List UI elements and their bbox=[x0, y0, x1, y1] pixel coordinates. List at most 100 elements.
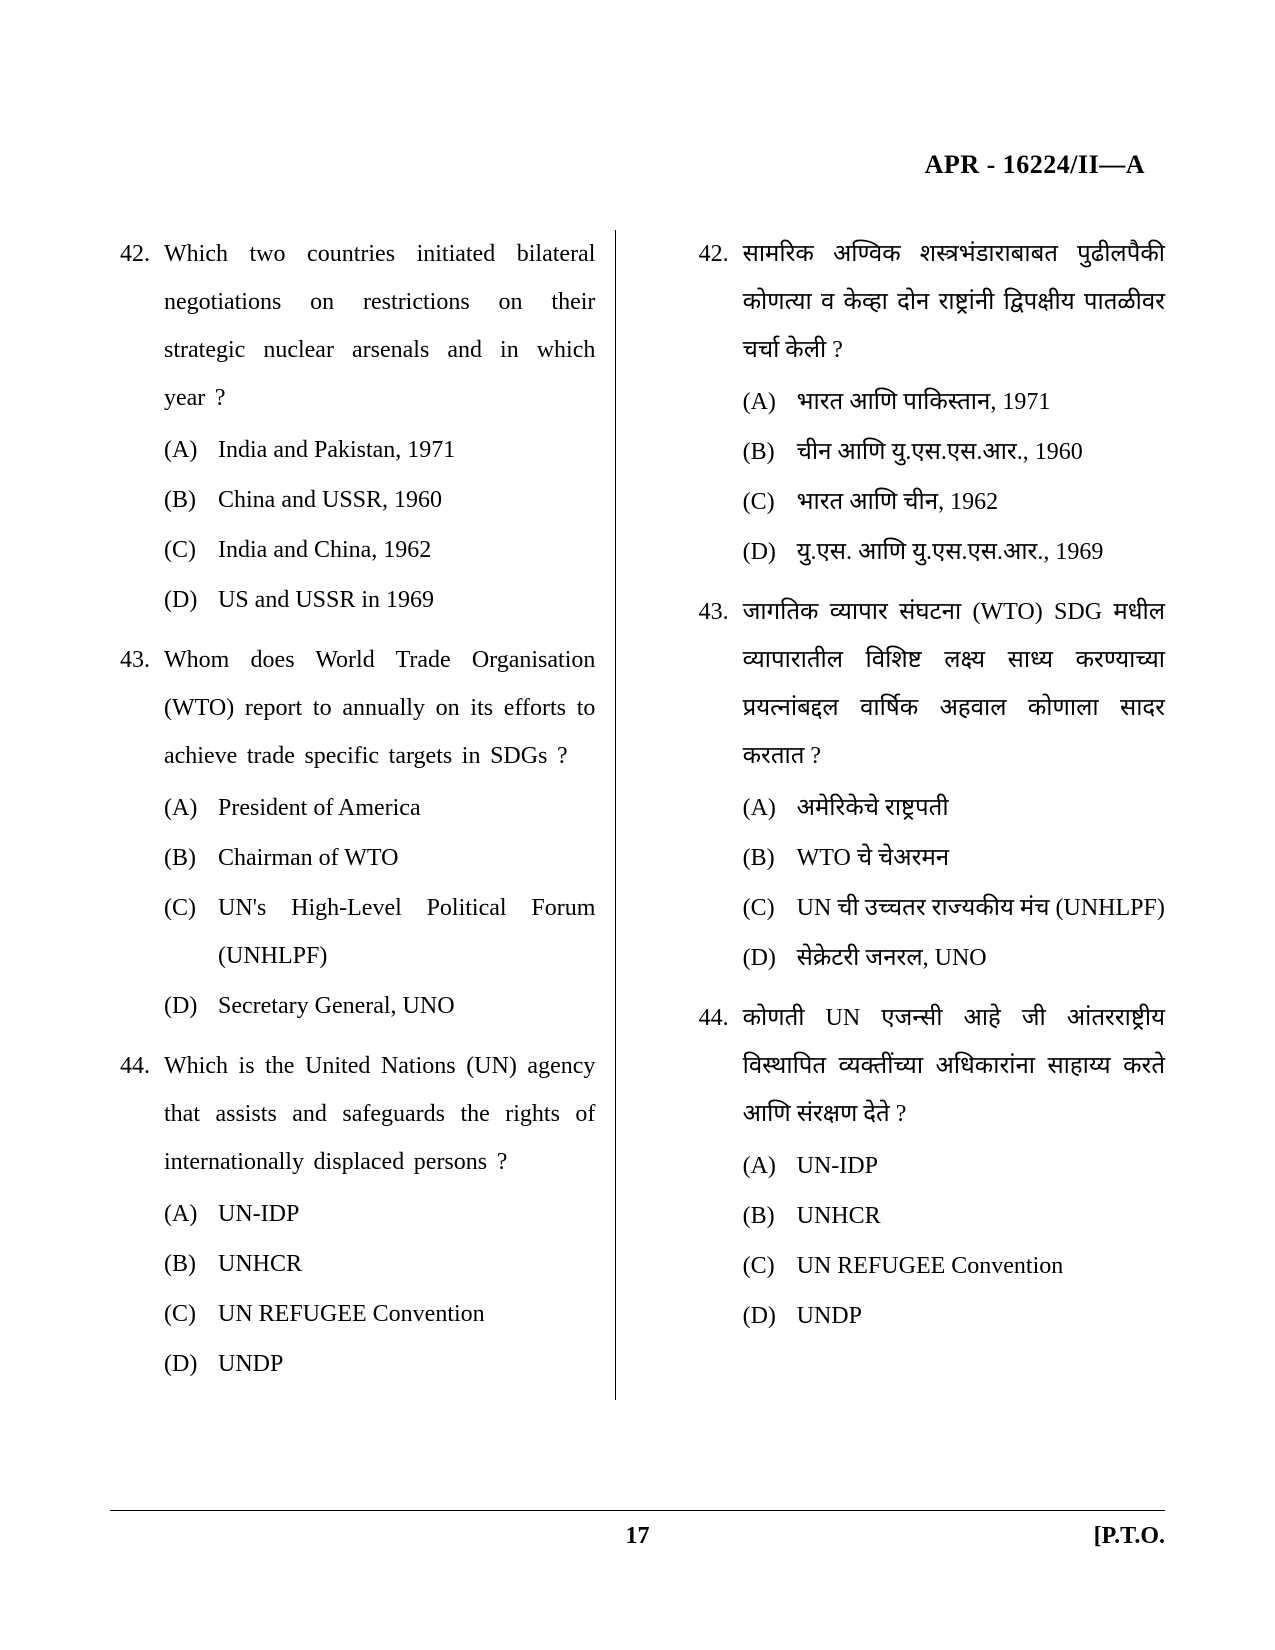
option-text: UN REFUGEE Convention bbox=[797, 1242, 1165, 1290]
option-label: (A) bbox=[164, 1190, 218, 1238]
option-text: UN REFUGEE Convention bbox=[218, 1290, 595, 1338]
options-list: (A)President of America(B)Chairman of WT… bbox=[164, 784, 595, 1030]
exam-page: APR - 16224/II—A 42.Which two countries … bbox=[0, 0, 1275, 1650]
option-label: (A) bbox=[164, 426, 218, 474]
option-3: (D)US and USSR in 1969 bbox=[164, 576, 595, 624]
option-3: (D)सेक्रेटरी जनरल, UNO bbox=[743, 934, 1165, 982]
option-text: यु.एस. आणि यु.एस.एस.आर., 1969 bbox=[797, 528, 1165, 576]
question-number: 42. bbox=[110, 230, 164, 626]
option-text: चीन आणि यु.एस.एस.आर., 1960 bbox=[797, 428, 1165, 476]
option-label: (C) bbox=[164, 884, 218, 980]
option-1: (B)चीन आणि यु.एस.एस.आर., 1960 bbox=[743, 428, 1165, 476]
option-text: UNDP bbox=[218, 1340, 595, 1388]
question-body: Which is the United Nations (UN) agency … bbox=[164, 1042, 595, 1390]
option-label: (D) bbox=[164, 1340, 218, 1388]
option-label: (C) bbox=[743, 884, 797, 932]
option-label: (A) bbox=[743, 784, 797, 832]
option-label: (D) bbox=[743, 934, 797, 982]
option-3: (D)Secretary General, UNO bbox=[164, 982, 595, 1030]
option-2: (C)India and China, 1962 bbox=[164, 526, 595, 574]
option-text: अमेरिकेचे राष्ट्रपती bbox=[797, 784, 1165, 832]
question-body: Whom does World Trade Organisation (WTO)… bbox=[164, 636, 595, 1032]
question-text: Whom does World Trade Organisation (WTO)… bbox=[164, 636, 595, 780]
options-list: (A)अमेरिकेचे राष्ट्रपती(B)WTO चे चेअरमन(… bbox=[743, 784, 1165, 982]
question-en-2: 44.Which is the United Nations (UN) agen… bbox=[110, 1042, 595, 1390]
option-label: (B) bbox=[164, 1240, 218, 1288]
page-number: 17 bbox=[626, 1523, 650, 1550]
option-label: (C) bbox=[164, 526, 218, 574]
option-label: (B) bbox=[743, 428, 797, 476]
option-label: (A) bbox=[164, 784, 218, 832]
option-1: (B)UNHCR bbox=[164, 1240, 595, 1288]
option-text: UN ची उच्चतर राज्यकीय मंच (UNHLPF) bbox=[797, 884, 1165, 932]
options-list: (A)India and Pakistan, 1971(B)China and … bbox=[164, 426, 595, 624]
option-label: (D) bbox=[743, 528, 797, 576]
option-text: UNHCR bbox=[218, 1240, 595, 1288]
option-0: (A)UN-IDP bbox=[743, 1142, 1165, 1190]
option-1: (B)Chairman of WTO bbox=[164, 834, 595, 882]
question-number: 44. bbox=[110, 1042, 164, 1390]
option-label: (D) bbox=[164, 576, 218, 624]
question-mr-0: 42.सामरिक अण्विक शस्त्रभंडाराबाबत पुढीलप… bbox=[689, 230, 1165, 578]
option-0: (A)India and Pakistan, 1971 bbox=[164, 426, 595, 474]
option-label: (A) bbox=[743, 1142, 797, 1190]
option-text: WTO चे चेअरमन bbox=[797, 834, 1165, 882]
paper-code: APR - 16224/II—A bbox=[925, 150, 1145, 180]
option-2: (C)भारत आणि चीन, 1962 bbox=[743, 478, 1165, 526]
question-text: जागतिक व्यापार संघटना (WTO) SDG मधील व्य… bbox=[743, 588, 1165, 780]
option-text: US and USSR in 1969 bbox=[218, 576, 595, 624]
question-text: Which is the United Nations (UN) agency … bbox=[164, 1042, 595, 1186]
option-3: (D)UNDP bbox=[164, 1340, 595, 1388]
question-body: जागतिक व्यापार संघटना (WTO) SDG मधील व्य… bbox=[743, 588, 1165, 984]
option-label: (B) bbox=[164, 834, 218, 882]
option-label: (C) bbox=[743, 478, 797, 526]
option-3: (D)UNDP bbox=[743, 1292, 1165, 1340]
option-label: (B) bbox=[743, 1192, 797, 1240]
question-number: 42. bbox=[689, 230, 743, 578]
option-label: (C) bbox=[743, 1242, 797, 1290]
question-text: Which two countries initiated bilateral … bbox=[164, 230, 595, 422]
content-columns: 42.Which two countries initiated bilater… bbox=[110, 230, 1165, 1400]
options-list: (A)UN-IDP(B)UNHCR(C)UN REFUGEE Conventio… bbox=[743, 1142, 1165, 1340]
option-text: UN-IDP bbox=[218, 1190, 595, 1238]
option-text: भारत आणि चीन, 1962 bbox=[797, 478, 1165, 526]
question-en-0: 42.Which two countries initiated bilater… bbox=[110, 230, 595, 626]
option-0: (A)अमेरिकेचे राष्ट्रपती bbox=[743, 784, 1165, 832]
option-text: China and USSR, 1960 bbox=[218, 476, 595, 524]
question-body: सामरिक अण्विक शस्त्रभंडाराबाबत पुढीलपैकी… bbox=[743, 230, 1165, 578]
option-label: (D) bbox=[743, 1292, 797, 1340]
option-label: (B) bbox=[164, 476, 218, 524]
question-text: कोणती UN एजन्सी आहे जी आंतरराष्ट्रीय विस… bbox=[743, 994, 1165, 1138]
option-2: (C)UN REFUGEE Convention bbox=[164, 1290, 595, 1338]
option-label: (A) bbox=[743, 378, 797, 426]
question-text: सामरिक अण्विक शस्त्रभंडाराबाबत पुढीलपैकी… bbox=[743, 230, 1165, 374]
option-0: (A)UN-IDP bbox=[164, 1190, 595, 1238]
option-text: President of America bbox=[218, 784, 595, 832]
option-2: (C)UN REFUGEE Convention bbox=[743, 1242, 1165, 1290]
option-3: (D)यु.एस. आणि यु.एस.एस.आर., 1969 bbox=[743, 528, 1165, 576]
option-text: UNDP bbox=[797, 1292, 1165, 1340]
option-0: (A)President of America bbox=[164, 784, 595, 832]
option-label: (C) bbox=[164, 1290, 218, 1338]
option-text: India and Pakistan, 1971 bbox=[218, 426, 595, 474]
option-2: (C)UN ची उच्चतर राज्यकीय मंच (UNHLPF) bbox=[743, 884, 1165, 932]
option-text: India and China, 1962 bbox=[218, 526, 595, 574]
question-body: Which two countries initiated bilateral … bbox=[164, 230, 595, 626]
option-text: UNHCR bbox=[797, 1192, 1165, 1240]
question-number: 44. bbox=[689, 994, 743, 1342]
question-number: 43. bbox=[110, 636, 164, 1032]
option-text: UN's High-Level Political Forum (UNHLPF) bbox=[218, 884, 595, 980]
options-list: (A)भारत आणि पाकिस्तान, 1971(B)चीन आणि यु… bbox=[743, 378, 1165, 576]
footer-left-blank bbox=[110, 1523, 230, 1550]
option-text: Secretary General, UNO bbox=[218, 982, 595, 1030]
question-body: कोणती UN एजन्सी आहे जी आंतरराष्ट्रीय विस… bbox=[743, 994, 1165, 1342]
page-footer: 17 [P.T.O. bbox=[110, 1510, 1165, 1550]
option-label: (D) bbox=[164, 982, 218, 1030]
options-list: (A)UN-IDP(B)UNHCR(C)UN REFUGEE Conventio… bbox=[164, 1190, 595, 1388]
option-text: UN-IDP bbox=[797, 1142, 1165, 1190]
option-text: Chairman of WTO bbox=[218, 834, 595, 882]
option-text: भारत आणि पाकिस्तान, 1971 bbox=[797, 378, 1165, 426]
question-number: 43. bbox=[689, 588, 743, 984]
option-1: (B)UNHCR bbox=[743, 1192, 1165, 1240]
option-label: (B) bbox=[743, 834, 797, 882]
